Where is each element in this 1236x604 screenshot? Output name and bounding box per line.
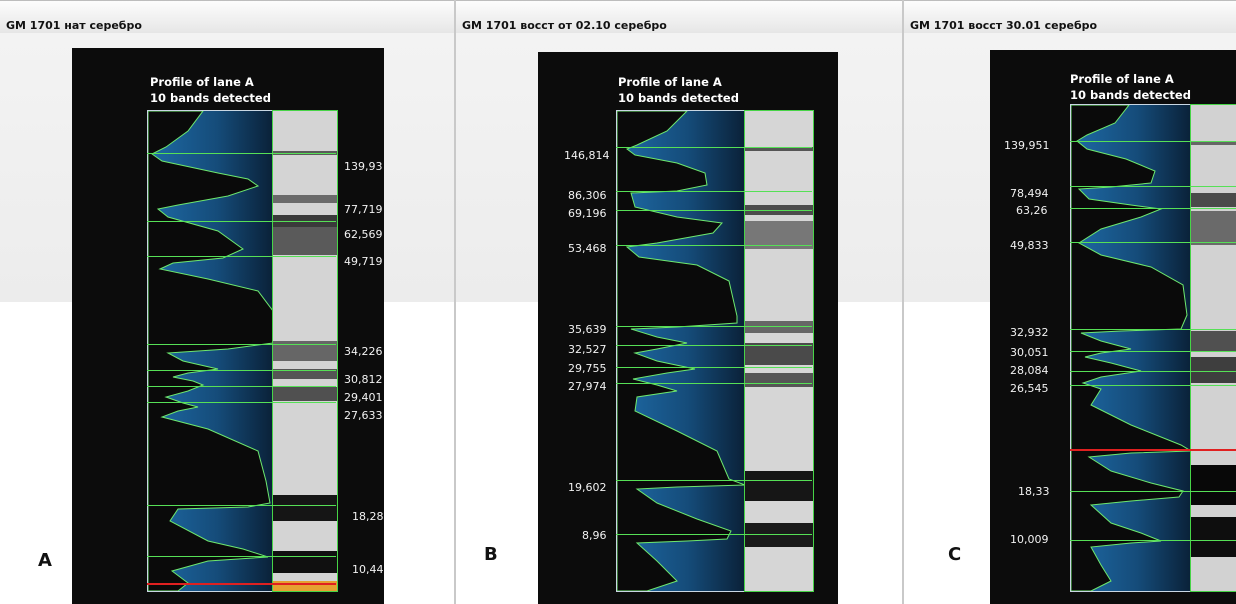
marker-label: 146,814 [564, 149, 610, 162]
profile-curve-b [617, 111, 745, 591]
panel-letter: B [484, 544, 498, 565]
marker-label: 27,974 [568, 380, 607, 393]
band-line [1070, 491, 1236, 492]
band-line [616, 210, 812, 211]
band-line [616, 367, 812, 368]
panel-c-gel-lane[interactable] [1190, 104, 1236, 592]
panel-c-titlebar: GM 1701 восст 30.01 серебро [904, 0, 1236, 33]
marker-label: 139,93 [344, 160, 383, 173]
marker-label: 30,051 [1010, 346, 1049, 359]
marker-label: 26,545 [1010, 382, 1049, 395]
marker-label: 32,527 [568, 343, 607, 356]
marker-label: 63,26 [1016, 204, 1048, 217]
panel-c-profile-plot[interactable] [1070, 104, 1192, 592]
panel-b-profile-title: Profile of lane A 10 bands detected [618, 74, 739, 106]
band-line [147, 386, 336, 387]
marker-label: 27,633 [344, 409, 383, 422]
band-line [147, 221, 336, 222]
band-line [616, 534, 812, 535]
marker-label: 77,719 [344, 203, 383, 216]
band-line [616, 480, 812, 481]
marker-label: 18,28 [352, 510, 384, 523]
panel-b-title: GM 1701 восст от 02.10 серебро [462, 19, 667, 32]
panel-divider [902, 0, 904, 604]
panel-a-titlebar: GM 1701 нат серебро [0, 0, 454, 33]
profile-curve-c [1071, 105, 1191, 591]
marker-label: 34,226 [344, 345, 383, 358]
band-line [147, 370, 336, 371]
band-line [1070, 186, 1236, 187]
panel-letter: A [38, 550, 52, 571]
band-line [1070, 242, 1236, 243]
panel-a-title: GM 1701 нат серебро [6, 19, 142, 32]
profile-title-text: Profile of lane A [150, 75, 254, 89]
marker-label: 29,755 [568, 362, 607, 375]
marker-label: 32,932 [1010, 326, 1049, 339]
band-line [147, 256, 336, 257]
marker-label: 139,951 [1004, 139, 1050, 152]
band-line [1070, 141, 1236, 142]
band-line [1070, 371, 1236, 372]
band-line [616, 147, 812, 148]
band-line [1070, 329, 1236, 330]
marker-label: 69,196 [568, 207, 607, 220]
panel-b: GM 1701 восст от 02.10 серебро Profile o… [456, 0, 902, 604]
marker-label: 53,468 [568, 242, 607, 255]
panel-c-title: GM 1701 восст 30.01 серебро [910, 19, 1098, 32]
panel-a: GM 1701 нат серебро Profile of lane A 10… [0, 0, 454, 604]
marker-label: 8,96 [582, 529, 607, 542]
marker-label: 49,719 [344, 255, 383, 268]
panel-b-profile-plot[interactable] [616, 110, 746, 592]
panel-a-gel-lane[interactable] [272, 110, 338, 592]
marker-label: 19,602 [568, 481, 607, 494]
band-line [147, 153, 336, 154]
bands-detected-text: 10 bands detected [618, 91, 739, 105]
panel-c: GM 1701 восст 30.01 серебро Profile of l… [904, 0, 1236, 604]
band-line [147, 402, 336, 403]
band-line [147, 556, 336, 557]
band-line [1070, 540, 1236, 541]
marker-label: 62,569 [344, 228, 383, 241]
marker-label: 28,084 [1010, 364, 1049, 377]
band-line [1070, 385, 1236, 386]
bands-detected-text: 10 bands detected [150, 91, 271, 105]
band-line [616, 326, 812, 327]
band-line [147, 505, 336, 506]
panel-letter: C [948, 544, 962, 565]
marker-label: 10,44 [352, 563, 384, 576]
marker-label: 86,306 [568, 189, 607, 202]
band-line [616, 245, 812, 246]
gel-bands-b [745, 111, 813, 591]
panel-a-profile-plot[interactable] [147, 110, 274, 592]
bands-detected-text: 10 bands detected [1070, 88, 1191, 102]
marker-label: 78,494 [1010, 187, 1049, 200]
panel-b-gel-lane[interactable] [744, 110, 814, 592]
cutoff-line [1070, 449, 1236, 451]
marker-label: 10,009 [1010, 533, 1049, 546]
marker-label: 29,401 [344, 391, 383, 404]
marker-label: 18,33 [1018, 485, 1050, 498]
profile-title-text: Profile of lane A [1070, 72, 1174, 86]
panel-b-titlebar: GM 1701 восст от 02.10 серебро [456, 0, 902, 33]
panel-divider [454, 0, 456, 604]
gel-bands-a [273, 111, 337, 591]
panel-a-profile-title: Profile of lane A 10 bands detected [150, 74, 271, 106]
cutoff-line [147, 583, 336, 585]
band-line [616, 191, 812, 192]
band-line [1070, 351, 1236, 352]
band-line [616, 383, 812, 384]
profile-curve-a [148, 111, 273, 591]
band-line [147, 344, 336, 345]
panel-c-profile-title: Profile of lane A 10 bands detected [1070, 71, 1191, 103]
profile-title-text: Profile of lane A [618, 75, 722, 89]
band-line [1070, 208, 1236, 209]
gel-bands-c [1191, 105, 1236, 591]
band-line [616, 345, 812, 346]
marker-label: 35,639 [568, 323, 607, 336]
marker-label: 49,833 [1010, 239, 1049, 252]
marker-label: 30,812 [344, 373, 383, 386]
